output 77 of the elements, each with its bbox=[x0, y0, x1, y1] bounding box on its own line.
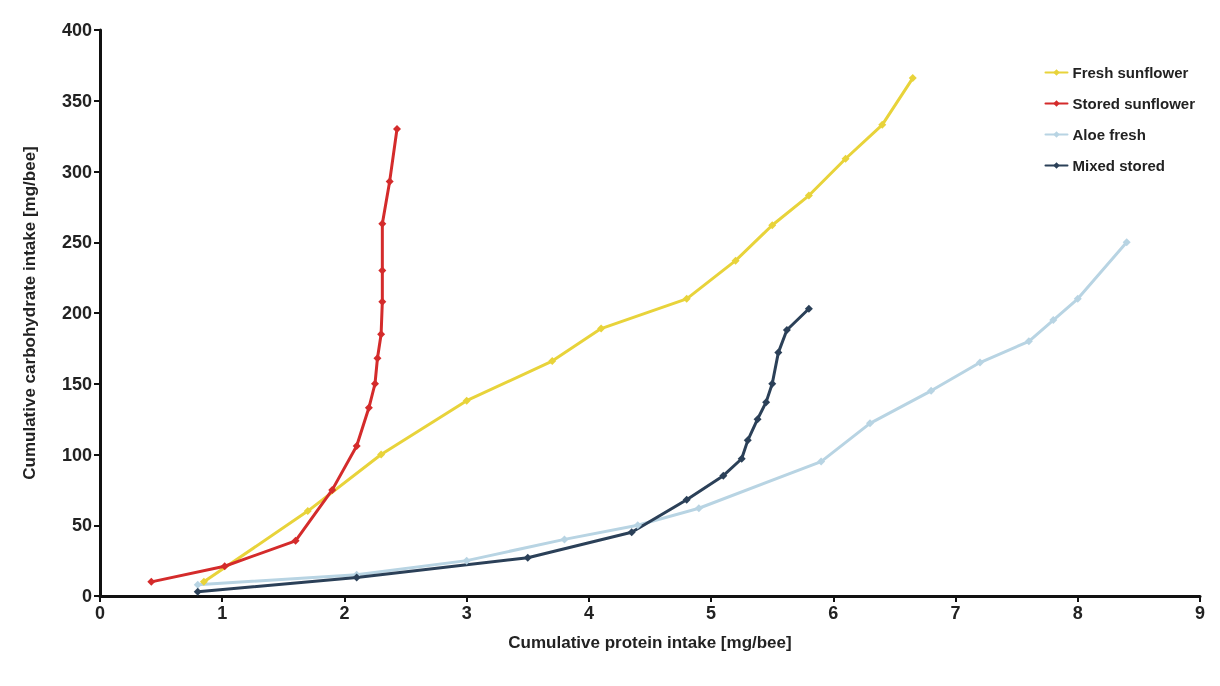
point bbox=[352, 442, 361, 451]
point bbox=[743, 436, 752, 445]
point bbox=[1049, 316, 1058, 325]
point bbox=[694, 504, 703, 513]
point bbox=[560, 535, 569, 544]
x-tick-label: 9 bbox=[1194, 603, 1206, 623]
point bbox=[633, 521, 642, 530]
point bbox=[804, 304, 813, 313]
point bbox=[377, 450, 386, 459]
y-tick-label: 50 bbox=[71, 515, 92, 536]
point bbox=[199, 577, 208, 586]
legend-label: Fresh sunflower bbox=[1072, 64, 1189, 81]
point bbox=[774, 348, 783, 357]
y-tick-label: 0 bbox=[81, 586, 92, 606]
legend-label: Mixed stored bbox=[1072, 157, 1166, 174]
point bbox=[462, 556, 471, 565]
point bbox=[908, 74, 917, 83]
point bbox=[548, 357, 557, 366]
point bbox=[753, 415, 762, 424]
y-axis-title: Cumulative carbohydrate intake [mg/bee] bbox=[20, 146, 39, 480]
x-tick-label: 1 bbox=[217, 603, 228, 623]
x-tick-label: 5 bbox=[706, 603, 717, 623]
point bbox=[976, 358, 984, 367]
point bbox=[220, 562, 229, 571]
legend-label: Aloe fresh bbox=[1072, 126, 1146, 143]
point bbox=[804, 191, 813, 200]
point bbox=[768, 221, 777, 230]
point bbox=[731, 256, 740, 265]
point bbox=[291, 536, 300, 545]
point bbox=[878, 120, 887, 129]
y-tick-label: 200 bbox=[61, 303, 92, 323]
point bbox=[817, 457, 826, 466]
point bbox=[364, 403, 373, 412]
y-tick-label: 350 bbox=[61, 90, 92, 111]
point bbox=[328, 485, 337, 494]
point bbox=[373, 354, 382, 363]
point bbox=[719, 471, 728, 480]
point bbox=[737, 454, 746, 463]
point bbox=[147, 577, 156, 586]
x-axis-title: Cumulative protein intake [mg/bee] bbox=[508, 633, 792, 652]
point bbox=[782, 325, 791, 334]
point bbox=[682, 495, 691, 504]
point bbox=[193, 580, 202, 589]
point bbox=[378, 266, 387, 275]
point bbox=[377, 330, 386, 339]
y-tick-label: 100 bbox=[61, 444, 92, 465]
point bbox=[927, 386, 936, 395]
point bbox=[768, 379, 777, 388]
point bbox=[682, 294, 691, 303]
point bbox=[841, 154, 850, 163]
x-tick-label: 2 bbox=[339, 603, 350, 623]
y-tick-label: 150 bbox=[61, 373, 92, 394]
point bbox=[193, 587, 202, 596]
y-tick-label: 250 bbox=[61, 232, 92, 253]
point bbox=[378, 297, 387, 306]
point bbox=[762, 398, 771, 407]
x-tick-label: 4 bbox=[583, 603, 594, 623]
point bbox=[866, 419, 874, 428]
point bbox=[627, 528, 636, 537]
point bbox=[1122, 238, 1131, 247]
point bbox=[1073, 294, 1082, 303]
legend-label: Stored sunflower bbox=[1072, 95, 1196, 112]
x-tick-label: 0 bbox=[94, 603, 106, 623]
point bbox=[378, 219, 387, 228]
point bbox=[371, 379, 379, 388]
x-tick-label: 6 bbox=[828, 603, 839, 623]
y-tick-label: 400 bbox=[61, 20, 92, 40]
point bbox=[303, 507, 312, 516]
point bbox=[597, 324, 606, 333]
x-tick-label: 3 bbox=[461, 603, 472, 623]
point bbox=[523, 553, 532, 562]
point bbox=[462, 396, 471, 405]
y-tick-label: 300 bbox=[61, 161, 92, 182]
x-tick-label: 7 bbox=[950, 603, 961, 623]
point bbox=[1024, 337, 1033, 346]
x-tick-label: 8 bbox=[1072, 603, 1083, 623]
point bbox=[385, 177, 394, 186]
